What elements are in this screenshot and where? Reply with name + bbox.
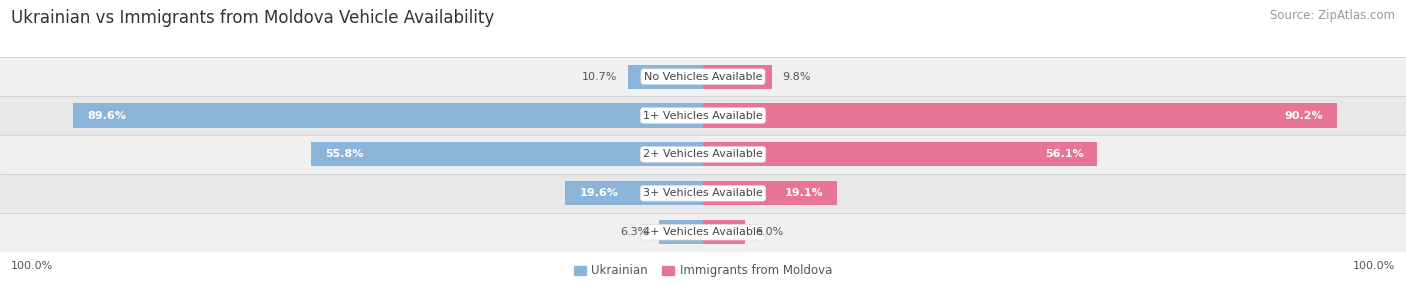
Bar bbox=[0, 213, 1406, 252]
Bar bbox=[0, 174, 1406, 213]
Bar bbox=[658, 220, 703, 244]
Bar bbox=[627, 65, 703, 89]
Text: 56.1%: 56.1% bbox=[1045, 150, 1084, 159]
Bar bbox=[703, 142, 1098, 166]
Bar bbox=[73, 104, 703, 128]
Text: 6.0%: 6.0% bbox=[756, 227, 785, 237]
Text: Ukrainian vs Immigrants from Moldova Vehicle Availability: Ukrainian vs Immigrants from Moldova Veh… bbox=[11, 9, 495, 27]
Bar bbox=[703, 181, 837, 205]
Bar bbox=[0, 135, 1406, 174]
Text: 4+ Vehicles Available: 4+ Vehicles Available bbox=[643, 227, 763, 237]
Bar bbox=[0, 57, 1406, 96]
Text: 89.6%: 89.6% bbox=[87, 111, 127, 120]
Text: Source: ZipAtlas.com: Source: ZipAtlas.com bbox=[1270, 9, 1395, 21]
Text: No Vehicles Available: No Vehicles Available bbox=[644, 72, 762, 82]
Text: 19.1%: 19.1% bbox=[785, 188, 824, 198]
Bar bbox=[703, 220, 745, 244]
Text: 2+ Vehicles Available: 2+ Vehicles Available bbox=[643, 150, 763, 159]
Text: 100.0%: 100.0% bbox=[11, 261, 53, 271]
Bar bbox=[703, 104, 1337, 128]
Text: 3+ Vehicles Available: 3+ Vehicles Available bbox=[643, 188, 763, 198]
Text: 1+ Vehicles Available: 1+ Vehicles Available bbox=[643, 111, 763, 120]
Text: 55.8%: 55.8% bbox=[325, 150, 363, 159]
Text: 100.0%: 100.0% bbox=[1353, 261, 1395, 271]
Text: 9.8%: 9.8% bbox=[782, 72, 811, 82]
Text: 19.6%: 19.6% bbox=[579, 188, 619, 198]
Bar bbox=[0, 96, 1406, 135]
Bar bbox=[703, 65, 772, 89]
Text: 6.3%: 6.3% bbox=[620, 227, 648, 237]
Text: 90.2%: 90.2% bbox=[1285, 111, 1323, 120]
Text: 10.7%: 10.7% bbox=[582, 72, 617, 82]
Legend: Ukrainian, Immigrants from Moldova: Ukrainian, Immigrants from Moldova bbox=[574, 264, 832, 277]
Bar bbox=[311, 142, 703, 166]
Bar bbox=[565, 181, 703, 205]
